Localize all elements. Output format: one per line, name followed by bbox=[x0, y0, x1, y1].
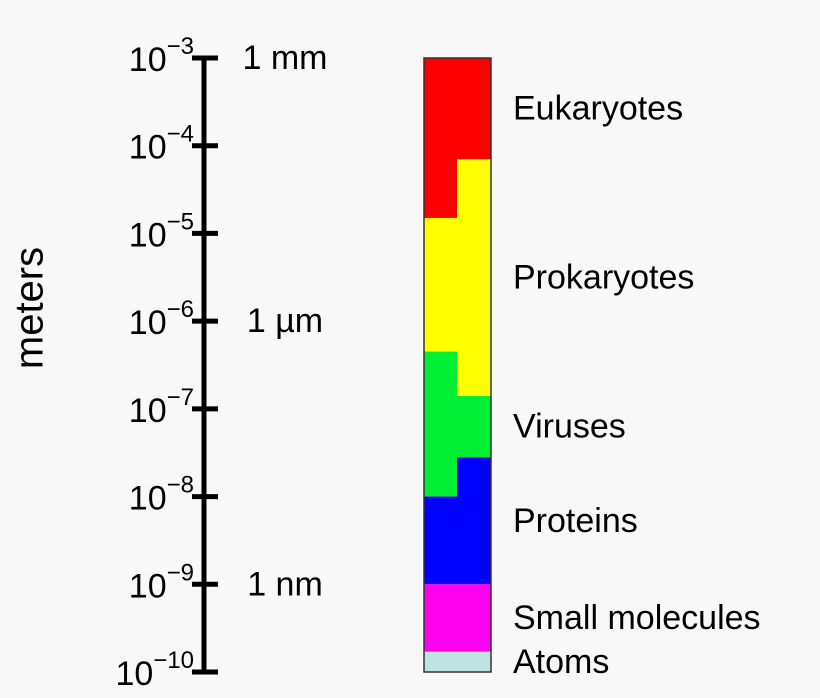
y-axis-label: meters bbox=[8, 247, 52, 369]
tick-base: 10 bbox=[129, 129, 167, 167]
size-band bbox=[457, 651, 491, 672]
y-tick-label: 10−7 bbox=[129, 384, 194, 430]
tick-base: 10 bbox=[129, 304, 167, 342]
tick-exponent: −8 bbox=[167, 472, 194, 499]
tick-exponent: −5 bbox=[167, 209, 194, 236]
band-label: Prokaryotes bbox=[513, 259, 694, 297]
size-band bbox=[457, 159, 491, 397]
unit-label: 1 mm bbox=[243, 39, 328, 77]
size-band bbox=[457, 457, 491, 585]
tick-base: 10 bbox=[129, 216, 167, 254]
band-label: Viruses bbox=[513, 408, 626, 446]
tick-base: 10 bbox=[129, 567, 167, 605]
tick-exponent: −7 bbox=[167, 384, 194, 411]
y-tick-label: 10−5 bbox=[129, 209, 194, 255]
size-band bbox=[457, 58, 491, 160]
tick-base: 10 bbox=[129, 480, 167, 518]
size-band bbox=[457, 396, 491, 458]
size-band bbox=[424, 496, 457, 585]
unit-label: 1 µm bbox=[247, 302, 323, 340]
size-band bbox=[424, 584, 457, 652]
unit-label: 1 nm bbox=[247, 565, 323, 603]
tick-base: 10 bbox=[129, 392, 167, 430]
band-label: Proteins bbox=[513, 502, 638, 540]
y-tick-label: 10−3 bbox=[129, 33, 194, 79]
y-tick-label: 10−6 bbox=[129, 296, 194, 342]
tick-base: 10 bbox=[129, 41, 167, 79]
tick-base: 10 bbox=[115, 655, 153, 693]
y-tick-label: 10−9 bbox=[129, 560, 194, 606]
column-outline bbox=[423, 57, 492, 673]
size-band bbox=[424, 217, 457, 352]
size-band bbox=[457, 584, 491, 652]
size-band bbox=[424, 651, 457, 672]
tick-exponent: −3 bbox=[167, 33, 194, 60]
tick-exponent: −9 bbox=[167, 560, 194, 587]
y-tick-label: 10−8 bbox=[129, 472, 194, 518]
tick-exponent: −10 bbox=[153, 647, 194, 674]
band-label: Small molecules bbox=[513, 599, 761, 637]
tick-exponent: −6 bbox=[167, 296, 194, 323]
size-band bbox=[424, 351, 457, 497]
y-tick-label: 10−4 bbox=[129, 121, 194, 167]
band-label: Eukaryotes bbox=[513, 90, 683, 128]
y-tick-label: 10−10 bbox=[115, 647, 194, 693]
size-band bbox=[424, 58, 457, 218]
tick-exponent: −4 bbox=[167, 121, 194, 148]
band-label: Atoms bbox=[513, 643, 609, 681]
